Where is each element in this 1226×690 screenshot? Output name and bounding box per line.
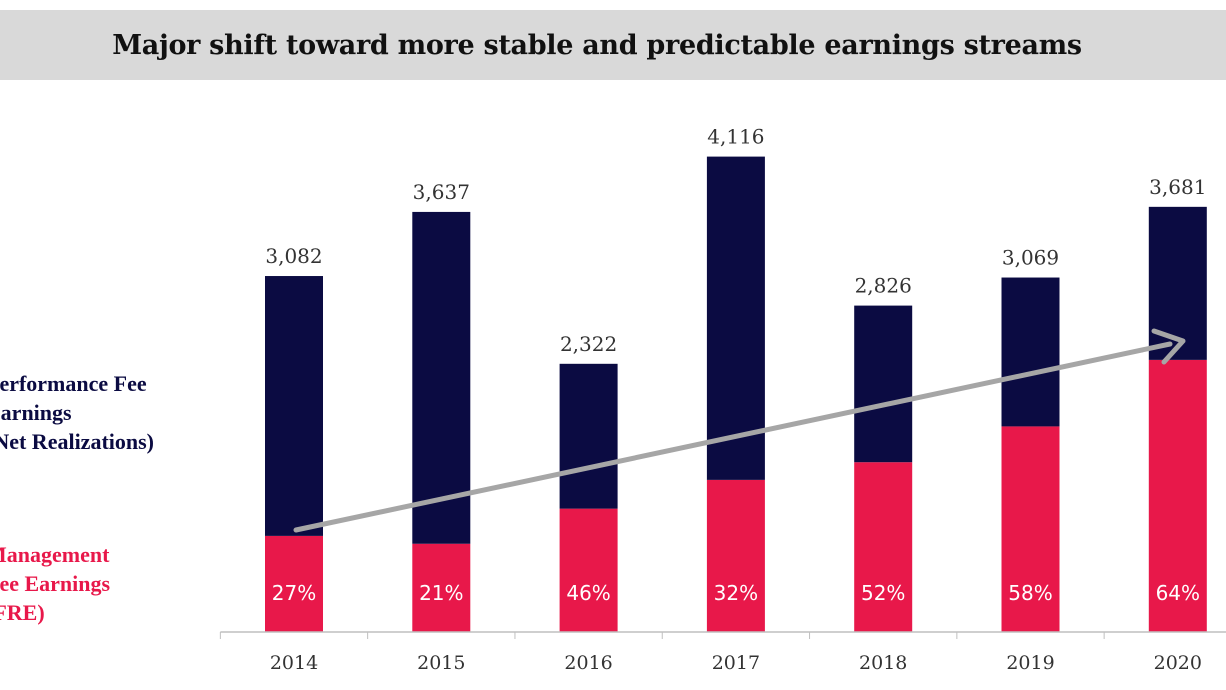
- x-tick-label-2014: 2014: [270, 652, 318, 674]
- bar-performance-2019: [1001, 277, 1060, 427]
- title-bar: Major shift toward more stable and predi…: [0, 10, 1226, 80]
- x-tick-label-2015: 2015: [417, 652, 465, 674]
- bar-performance-2017: [706, 156, 765, 480]
- bar-performance-2018: [854, 305, 913, 463]
- bars-layer: [265, 156, 1207, 632]
- x-tick-label-2016: 2016: [564, 652, 612, 674]
- fre-share-label-2017: 32%: [714, 581, 758, 605]
- fre-share-label-2014: 27%: [272, 581, 316, 605]
- bar-management-2016: [559, 508, 618, 632]
- x-tick-label-2017: 2017: [712, 652, 760, 674]
- chart-title: Major shift toward more stable and predi…: [112, 29, 1082, 61]
- fre-share-label-2019: 58%: [1008, 581, 1052, 605]
- total-label-2016: 2,322: [560, 332, 617, 356]
- total-label-2020: 3,681: [1149, 175, 1206, 199]
- bar-management-2015: [412, 543, 471, 632]
- legend-management-fee-earnings: Management Fee Earnings (FRE): [0, 542, 111, 625]
- trend-arrow-layer: [293, 328, 1186, 533]
- x-tick-label-2020: 2020: [1154, 652, 1202, 674]
- fre-share-label-2018: 52%: [861, 581, 905, 605]
- bar-performance-2014: [265, 276, 323, 536]
- total-label-2014: 3,082: [265, 244, 322, 268]
- bar-performance-2016: [559, 363, 618, 509]
- legend-performance-fee-earnings: Performance Fee Earnings (Net Realizatio…: [0, 371, 155, 454]
- total-label-2019: 3,069: [1002, 246, 1059, 270]
- x-axis: 2014 2015 2016 2017 2018 2019 2020: [219, 631, 1226, 674]
- trend-arrow-head: [1151, 328, 1186, 365]
- total-label-2018: 2,826: [855, 274, 912, 298]
- total-label-2017: 4,116: [707, 125, 764, 149]
- x-tick-label-2018: 2018: [859, 652, 907, 674]
- bar-management-2020: [1148, 359, 1207, 632]
- bar-management-2017: [706, 479, 765, 632]
- labels-layer: 3,082 27% 3,637 21% 2,322 46% 4,116 32% 2,826 52%…: [265, 125, 1206, 605]
- bar-management-2014: [265, 535, 323, 632]
- bar-management-2018: [854, 462, 913, 632]
- trend-arrow-shaft: [293, 341, 1173, 533]
- bar-management-2019: [1001, 426, 1060, 632]
- fre-share-label-2016: 46%: [566, 581, 610, 605]
- total-label-2015: 3,637: [413, 180, 470, 204]
- fre-share-label-2015: 21%: [419, 581, 463, 605]
- bar-performance-2015: [412, 211, 471, 544]
- x-tick-label-2019: 2019: [1006, 652, 1054, 674]
- fre-share-label-2020: 64%: [1156, 581, 1200, 605]
